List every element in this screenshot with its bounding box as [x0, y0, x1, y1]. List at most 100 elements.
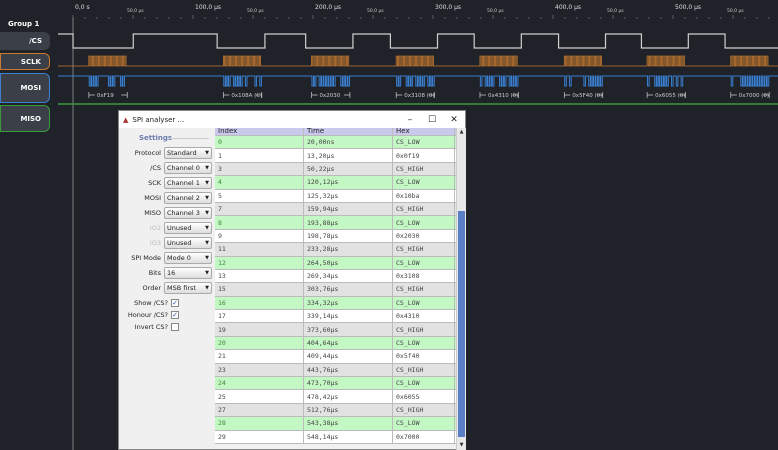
signal-label-miso[interactable]: MISO — [0, 105, 50, 132]
dropdown[interactable]: Standard ▼ — [164, 146, 212, 159]
dropdown[interactable]: Unused ▼ — [164, 221, 212, 234]
chevron-down-icon: ▼ — [205, 179, 209, 186]
ruler-minor-label: 50,0 µs — [487, 8, 504, 14]
table-row[interactable]: 23 443,76µs CS_HIGH — [215, 363, 456, 378]
field-mosi: MOSI Channel 2 ▼ — [119, 191, 215, 204]
dropdown[interactable]: Mode 0 ▼ — [164, 251, 212, 264]
dropdown[interactable]: Channel 0 ▼ — [164, 161, 212, 174]
table-cell: 125,32µs — [304, 189, 393, 202]
scrollbar[interactable]: ▲ ▼ — [456, 128, 466, 450]
table-cell: 12 — [215, 256, 304, 269]
annotation-label: 0x4310 (0) — [488, 93, 518, 99]
table-cell: 7 — [215, 202, 304, 216]
table-cell: CS_HIGH — [393, 323, 455, 336]
column-header[interactable]: Hex — [393, 128, 455, 135]
dropdown[interactable]: 16 ▼ — [164, 266, 212, 279]
table-row[interactable]: 8 193,88µs CS_LOW — [215, 216, 456, 230]
table-cell: 13,20µs — [304, 149, 393, 162]
dropdown-value: Unused — [167, 238, 192, 247]
cs-waveform — [58, 33, 778, 49]
table-cell: CS_HIGH — [393, 363, 455, 377]
mosi-waveform — [58, 75, 778, 87]
dropdown-value: Channel 0 — [167, 163, 200, 172]
close-button[interactable]: ✕ — [450, 114, 458, 125]
signal-label-cs[interactable]: /CS — [0, 32, 50, 50]
column-header[interactable]: Index — [215, 128, 304, 135]
table-row[interactable]: 15 303,76µs CS_HIGH — [215, 283, 456, 297]
table-row[interactable]: 21 409,44µs 0x5f40 — [215, 350, 456, 364]
table-row[interactable]: 28 543,38µs CS_LOW — [215, 417, 456, 431]
table-cell: 233,28µs — [304, 243, 393, 256]
chevron-down-icon: ▼ — [205, 149, 209, 156]
signal-label-mosi[interactable]: MOSI — [0, 73, 50, 103]
dropdown[interactable]: MSB first ▼ — [164, 281, 212, 294]
table-cell: 0x3108 — [393, 269, 455, 283]
results-table: Index Time Hex 0 20,00ns CS_LOW 1 13,20µs 0x0f19… — [215, 128, 456, 450]
checkbox[interactable] — [171, 322, 179, 331]
annotation-bracket — [563, 92, 604, 98]
annotation-bracket — [646, 92, 686, 98]
scrollbar-thumb[interactable] — [458, 211, 465, 437]
table-row[interactable]: 19 373,60µs CS_HIGH — [215, 323, 456, 337]
ruler-minor-label: 50,0 µs — [247, 8, 264, 14]
table-row[interactable]: 17 339,14µs 0x4310 — [215, 310, 456, 324]
table-cell: 4 — [215, 176, 304, 189]
table-cell: 543,38µs — [304, 417, 393, 430]
table-row[interactable]: 0 20,00ns CS_LOW — [215, 136, 456, 150]
dropdown[interactable]: Channel 2 ▼ — [164, 191, 212, 204]
checkbox-row: Honour /CS? ✓ — [119, 308, 215, 321]
table-row[interactable]: 25 478,42µs 0x6055 — [215, 390, 456, 404]
dropdown-value: Channel 3 — [167, 208, 200, 217]
chevron-down-icon: ▼ — [205, 209, 209, 216]
minimize-button[interactable]: – — [407, 114, 413, 125]
table-row[interactable]: 27 512,76µs CS_HIGH — [215, 403, 456, 418]
table-cell: 303,76µs — [304, 283, 393, 296]
table-header: Index Time Hex — [215, 128, 456, 136]
table-row[interactable]: 13 269,34µs 0x3108 — [215, 269, 456, 284]
dropdown[interactable]: Channel 1 ▼ — [164, 176, 212, 189]
annotation-label: 0x3108 (0) — [404, 93, 434, 99]
checkbox[interactable]: ✓ — [171, 310, 179, 319]
table-row[interactable]: 5 125,32µs 0x10ba — [215, 189, 456, 203]
table-row[interactable]: 11 233,28µs CS_HIGH — [215, 243, 456, 257]
signal-label-sclk[interactable]: SCLK — [0, 53, 50, 70]
table-row[interactable]: 7 159,94µs CS_HIGH — [215, 202, 456, 217]
table-cell: 0x6055 — [393, 390, 455, 403]
table-row[interactable]: 9 198,78µs 0x2030 — [215, 229, 456, 244]
table-row[interactable]: 29 548,14µs 0x7000 — [215, 430, 456, 444]
column-header[interactable]: Time — [304, 128, 393, 135]
scroll-up-icon[interactable]: ▲ — [459, 129, 464, 135]
field-io3: IO3 Unused ▼ — [119, 236, 215, 249]
table-cell: 19 — [215, 323, 304, 336]
table-row[interactable]: 20 404,64µs CS_LOW — [215, 336, 456, 351]
table-row[interactable]: 24 473,70µs CS_LOW — [215, 377, 456, 391]
dropdown[interactable]: Unused ▼ — [164, 236, 212, 249]
table-cell: 193,88µs — [304, 216, 393, 229]
scroll-down-icon[interactable]: ▼ — [459, 442, 464, 448]
field-bits: Bits 16 ▼ — [119, 266, 215, 279]
title-bar[interactable]: ▲ SPI analyser ... – ☐ ✕ — [119, 111, 465, 128]
ruler-minor-label: 50,0 µs — [607, 8, 624, 14]
checkbox-row: Show /CS? ✓ — [119, 296, 215, 309]
settings-heading: Settings — [139, 134, 173, 142]
dropdown-value: Channel 1 — [167, 178, 200, 187]
field-sck: SCK Channel 1 ▼ — [119, 176, 215, 189]
table-cell: 478,42µs — [304, 390, 393, 403]
dropdown[interactable]: Channel 3 ▼ — [164, 206, 212, 219]
checkbox[interactable]: ✓ — [171, 298, 179, 307]
table-row[interactable]: 1 13,20µs 0x0f19 — [215, 149, 456, 163]
spi-analyser-dialog: ▲ SPI analyser ... – ☐ ✕ Settings Protoc… — [118, 110, 466, 450]
maximize-button[interactable]: ☐ — [427, 114, 437, 125]
table-row[interactable]: 12 264,50µs CS_LOW — [215, 256, 456, 270]
ruler-major-label: 200,0 µs — [315, 4, 341, 11]
table-row[interactable]: 3 50,22µs CS_HIGH — [215, 162, 456, 177]
checkbox-row: Invert CS? — [119, 320, 215, 333]
time-ruler[interactable]: 0,0 s 100,0 µs 200,0 µs 300,0 µs 400,0 µs 500… — [0, 0, 778, 30]
table-row[interactable]: 16 334,32µs CS_LOW — [215, 296, 456, 311]
field-label: SPI Mode — [131, 253, 161, 262]
table-cell: 334,32µs — [304, 296, 393, 310]
table-row[interactable]: 4 120,12µs CS_LOW — [215, 176, 456, 190]
dropdown-value: 16 — [167, 268, 176, 277]
field-label: IO3 — [149, 238, 161, 247]
